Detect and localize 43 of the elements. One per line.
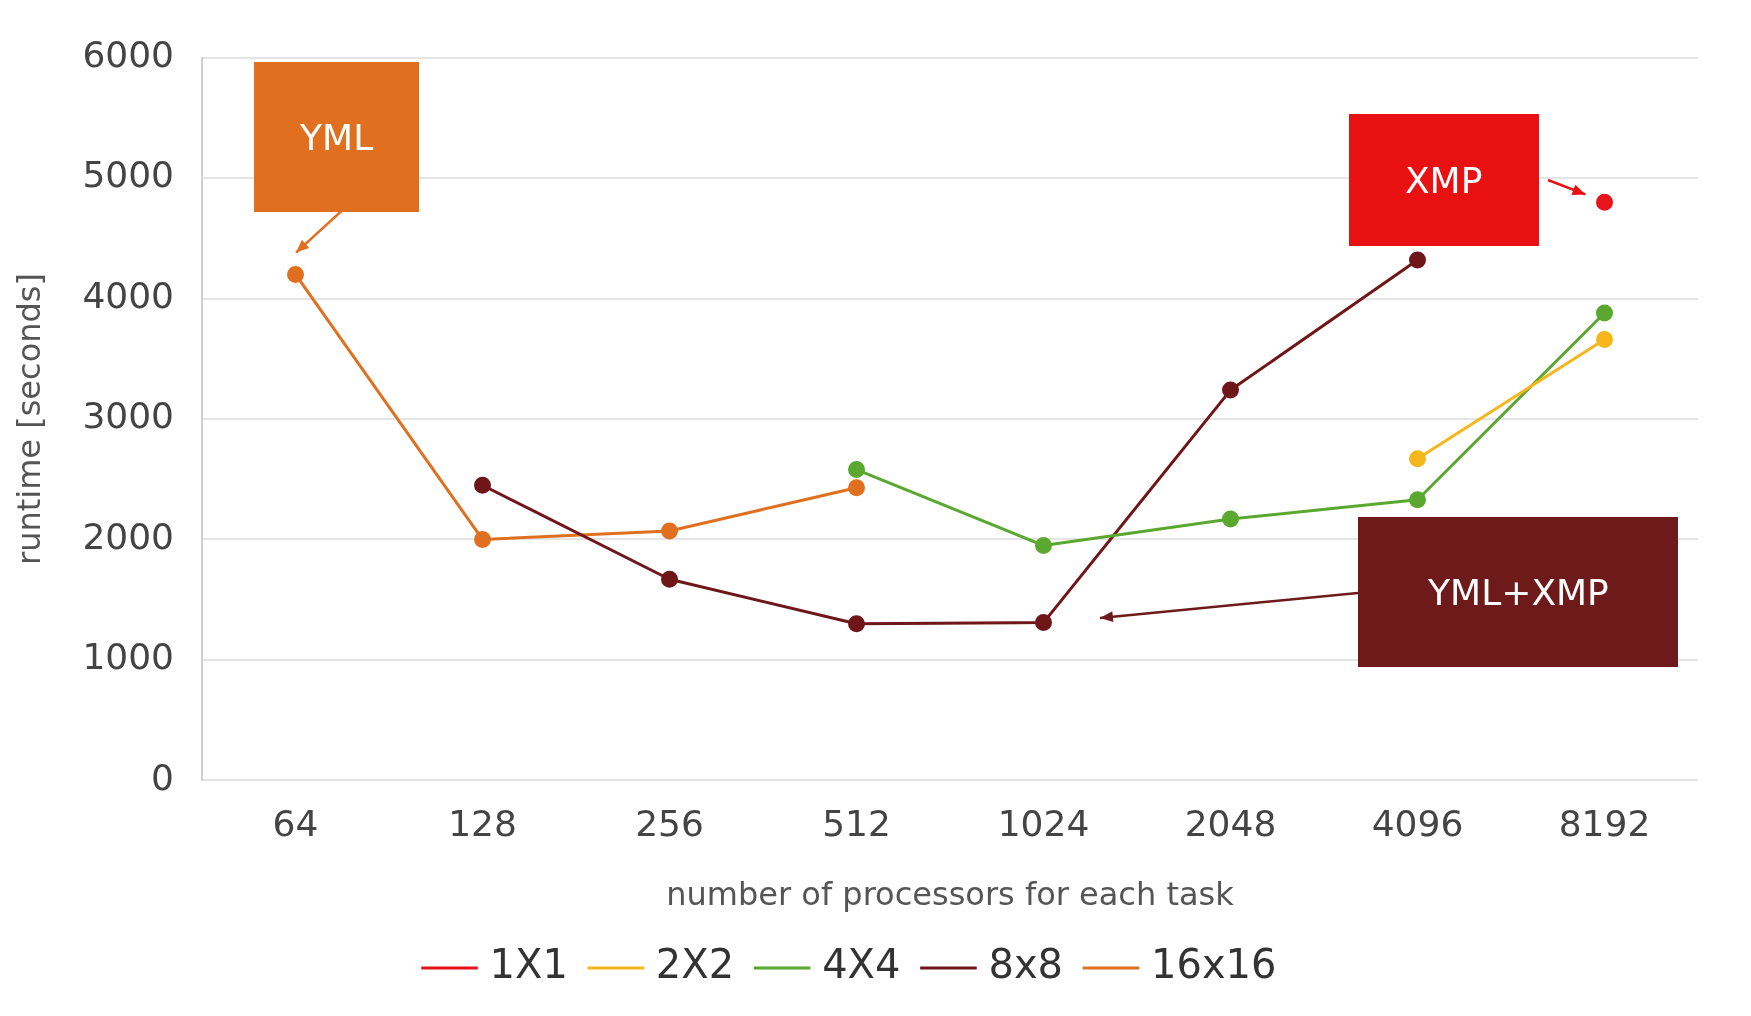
legend-label: 4X4: [822, 941, 901, 988]
point: [1596, 330, 1613, 348]
point: [474, 530, 492, 548]
point: [1409, 491, 1426, 509]
y-tick-label: 6000: [82, 33, 175, 75]
legend-label: 2X2: [655, 941, 735, 988]
callout-box: XMP: [1348, 114, 1539, 247]
point: [1035, 536, 1053, 554]
y-tick-label: 5000: [82, 154, 175, 196]
y-axis-title: runtime [seconds]: [9, 273, 48, 565]
y-tick-label: 2000: [82, 515, 175, 557]
x-tick-label: 64: [272, 803, 319, 845]
point: [1409, 251, 1426, 269]
x-tick-label: 128: [448, 803, 517, 845]
point: [661, 522, 679, 540]
point: [474, 476, 492, 494]
legend-label: 16x16: [1151, 941, 1277, 988]
x-tick-label: 8192: [1558, 803, 1651, 845]
point: [1222, 510, 1240, 528]
y-tick-label: 1000: [82, 636, 175, 678]
point: [1596, 193, 1613, 211]
point: [848, 479, 866, 497]
point: [1222, 381, 1240, 399]
point: [1035, 614, 1053, 632]
point: [661, 570, 679, 588]
legend-label: 8x8: [988, 941, 1064, 988]
point: [1409, 450, 1426, 468]
x-tick-label: 1024: [997, 803, 1090, 845]
x-tick-label: 4096: [1371, 803, 1464, 845]
y-tick-label: 4000: [82, 274, 175, 316]
x-tick-label: 512: [822, 803, 891, 845]
y-tick-label: 0: [151, 756, 175, 798]
x-tick-label: 2048: [1184, 803, 1277, 845]
point: [1596, 304, 1613, 322]
x-axis-title: number of processors for each task: [666, 875, 1235, 914]
callout-box: YML+XMP: [1358, 517, 1679, 668]
callout-box: YML: [254, 62, 420, 213]
y-tick-label: 3000: [82, 395, 175, 437]
legend-label: 1X1: [489, 941, 568, 988]
point: [287, 265, 305, 283]
point: [848, 461, 866, 479]
x-tick-label: 256: [635, 803, 704, 845]
point: [848, 615, 866, 633]
